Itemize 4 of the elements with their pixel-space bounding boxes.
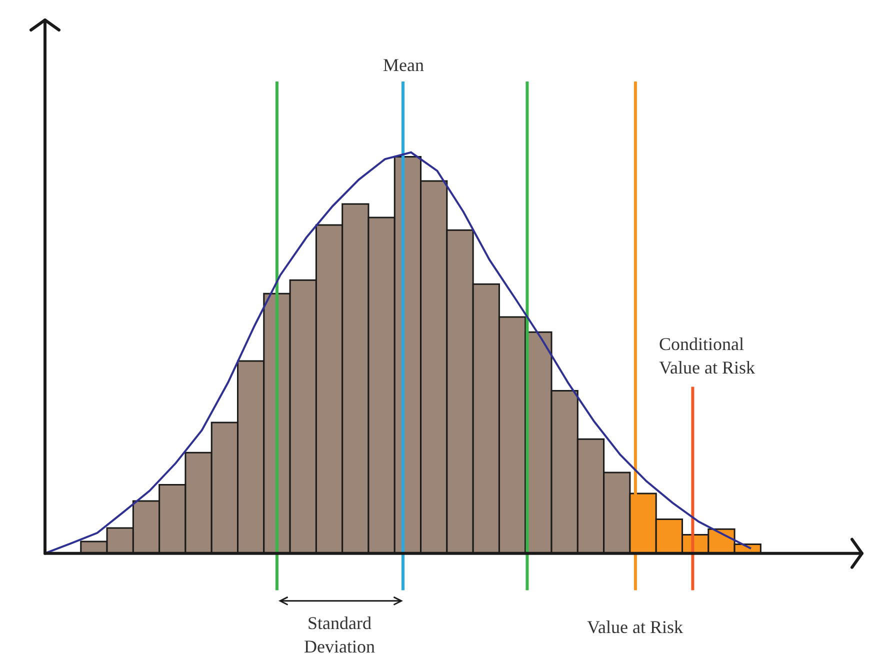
text: Value at Risk bbox=[587, 617, 683, 637]
text: Standard Deviation bbox=[304, 613, 375, 654]
text: Mean bbox=[383, 55, 424, 75]
annotation: Conditional Value at Risk bbox=[659, 334, 755, 378]
